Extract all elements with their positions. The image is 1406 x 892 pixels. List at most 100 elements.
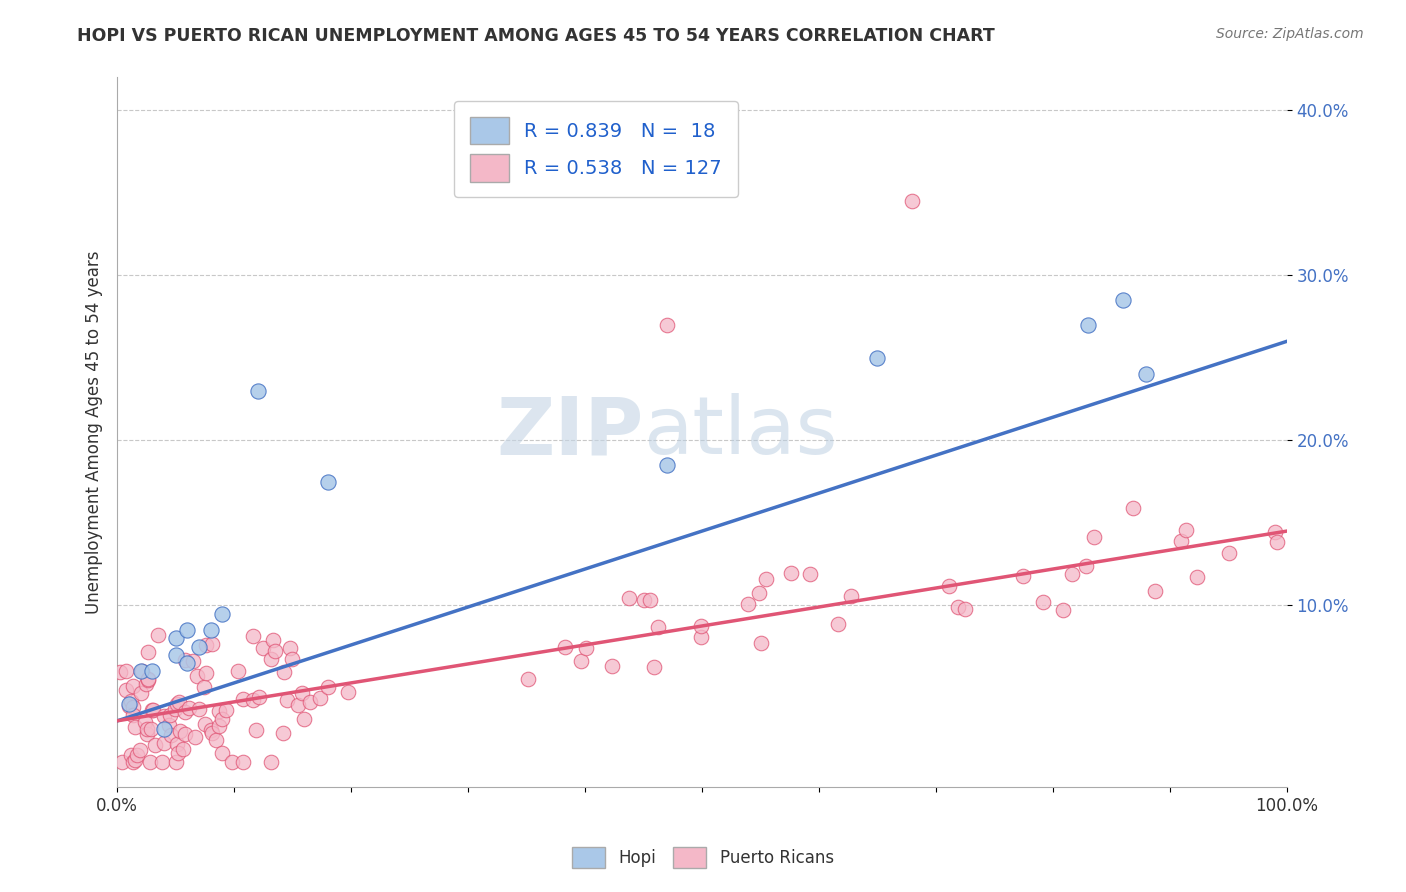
Point [184,730,207,744]
Point [866,351,889,365]
Y-axis label: Unemployment Among Ages 45 to 54 years: Unemployment Among Ages 45 to 54 years [86,251,103,614]
Point [1012,569,1035,583]
Point [271,726,294,740]
Point [292,712,315,726]
Point [122,755,145,769]
Point [157,718,180,732]
Point [827,617,849,632]
Point [165,632,187,646]
Point [181,654,204,668]
Text: Source: ZipAtlas.com: Source: ZipAtlas.com [1216,27,1364,41]
Point [124,753,146,767]
Point [316,475,339,489]
Point [141,665,163,679]
Point [127,748,149,763]
Point [166,737,188,751]
Point [242,693,264,707]
Point [252,641,274,656]
Point [118,698,141,713]
Point [124,721,146,735]
Point [247,690,270,705]
Point [136,722,159,736]
Point [174,727,197,741]
Point [1074,559,1097,574]
Point [165,702,187,716]
Point [516,673,538,687]
Point [115,683,138,698]
Point [135,677,157,691]
Point [135,727,157,741]
Point [174,653,197,667]
Point [1265,534,1288,549]
Point [287,698,309,712]
Point [780,566,803,581]
Point [134,715,156,730]
Point [142,703,165,717]
Text: HOPI VS PUERTO RICAN UNEMPLOYMENT AMONG AGES 45 TO 54 YEARS CORRELATION CHART: HOPI VS PUERTO RICAN UNEMPLOYMENT AMONG … [77,27,995,45]
Point [177,701,200,715]
Point [655,318,678,332]
Point [141,703,163,717]
Point [647,620,669,634]
Point [207,704,229,718]
Point [1170,533,1192,548]
Point [215,703,238,717]
Point [208,719,231,733]
Legend: R = 0.839   N =  18, R = 0.538   N = 127: R = 0.839 N = 18, R = 0.538 N = 127 [454,102,738,197]
Legend: Hopi, Puerto Ricans: Hopi, Puerto Ricans [565,840,841,875]
Point [186,669,208,683]
Point [139,755,162,769]
Point [299,695,322,709]
Point [643,660,665,674]
Point [139,722,162,736]
Point [188,640,211,654]
Point [1062,567,1084,582]
Point [160,728,183,742]
Point [260,652,283,666]
Point [129,665,152,679]
Point [152,736,174,750]
Point [169,724,191,739]
Point [110,665,132,680]
Point [172,742,194,756]
Point [281,652,304,666]
Point [938,579,960,593]
Point [245,723,267,737]
Point [148,628,170,642]
Point [276,693,298,707]
Point [689,631,711,645]
Point [176,623,198,637]
Point [246,384,269,398]
Text: atlas: atlas [644,393,838,471]
Point [165,755,187,769]
Point [136,644,159,658]
Point [1112,293,1135,307]
Point [200,726,222,740]
Point [205,733,228,747]
Point [131,686,153,700]
Point [232,755,254,769]
Point [260,755,283,769]
Point [166,746,188,760]
Point [1052,603,1074,617]
Point [120,747,142,762]
Point [617,591,640,605]
Point [291,686,314,700]
Point [278,640,301,655]
Point [150,755,173,769]
Point [1032,595,1054,609]
Point [655,458,678,472]
Point [337,685,360,699]
Point [955,602,977,616]
Point [264,643,287,657]
Point [226,664,249,678]
Point [200,723,222,737]
Point [195,638,218,652]
Point [176,656,198,670]
Text: ZIP: ZIP [496,393,644,471]
Point [232,692,254,706]
Point [1264,524,1286,539]
Point [316,680,339,694]
Point [571,654,593,668]
Point [1143,584,1166,599]
